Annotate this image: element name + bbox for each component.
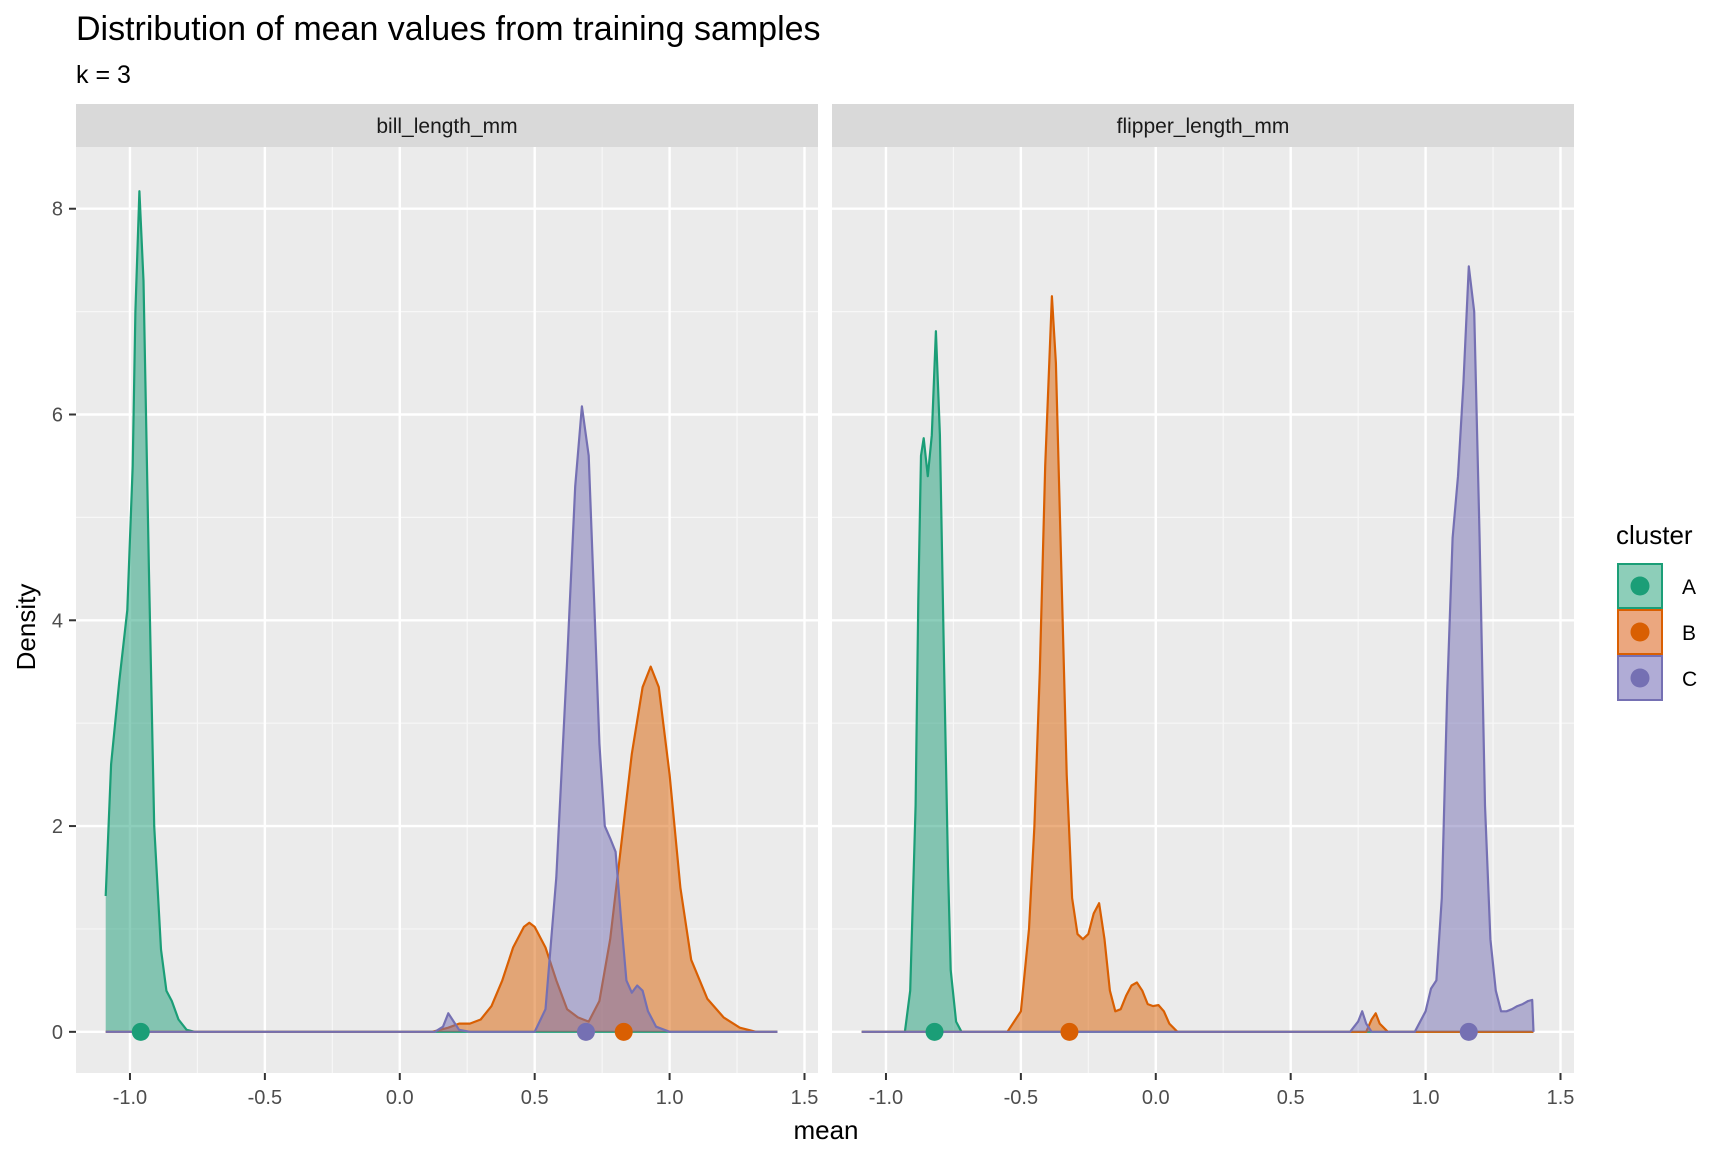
mean-point-B (614, 1022, 633, 1041)
y-tick-label: 2 (52, 816, 63, 838)
y-tick-label: 0 (52, 1022, 63, 1044)
x-tick-label: 0.5 (521, 1087, 549, 1109)
x-tick-label: 0.5 (1277, 1087, 1305, 1109)
y-tick-label: 8 (52, 199, 63, 221)
y-axis-title: Density (11, 584, 41, 671)
legend-entry-B: B (1617, 609, 1696, 655)
facet-strip-label: bill_length_mm (376, 115, 517, 138)
legend: cluster ABC (1616, 520, 1697, 701)
x-tick-label: 0.0 (386, 1087, 414, 1109)
panel-background (76, 147, 818, 1073)
legend-key-point (1630, 576, 1650, 596)
legend-label: B (1682, 622, 1696, 645)
y-tick-label: 4 (52, 610, 63, 632)
x-tick-label: 1.5 (791, 1087, 819, 1109)
density-area-B (105, 666, 778, 1032)
mean-point-A (131, 1022, 150, 1041)
legend-key-point (1630, 668, 1650, 688)
x-tick-label: -0.5 (1004, 1087, 1038, 1109)
legend-entry-C: C (1617, 655, 1697, 701)
chart-title: Distribution of mean values from trainin… (76, 10, 821, 48)
density-line-A (104, 190, 778, 1033)
legend-label: C (1682, 668, 1697, 691)
chart-subtitle: k = 3 (76, 61, 131, 89)
x-tick-label: -1.0 (113, 1087, 147, 1109)
x-tick-label: -1.0 (869, 1087, 903, 1109)
facet-panels: bill_length_mm -1.0 -0.5 0.0 0.5 1.0 1.5 0 2 4 6 8 f… (52, 104, 1574, 1109)
mean-point-B (1060, 1022, 1079, 1041)
mean-point-A (925, 1022, 944, 1041)
x-tick-label: 1.0 (656, 1087, 684, 1109)
y-tick-label: 6 (52, 405, 63, 427)
legend-entry-A: A (1617, 563, 1696, 609)
x-axis-title: mean (793, 1115, 858, 1145)
x-tick-label: -0.5 (248, 1087, 282, 1109)
facet-panel-bill_length_mm: bill_length_mm -1.0 -0.5 0.0 0.5 1.0 1.5 0 2 4 6 8 (52, 104, 819, 1109)
density-line-A (861, 330, 1534, 1033)
x-tick-label: 0.0 (1142, 1087, 1170, 1109)
density-area-C (105, 406, 778, 1032)
density-line-C (105, 405, 778, 1033)
density-line-C (861, 265, 1535, 1033)
density-area-A (861, 331, 1534, 1032)
facet-panel-flipper_length_mm: flipper_length_mm -1.0 -0.5 0.0 0.5 1.0 1.5 (832, 104, 1574, 1109)
x-tick-label: 1.0 (1412, 1087, 1440, 1109)
facet-strip (76, 104, 818, 147)
facet-strip (832, 104, 1574, 147)
legend-key-point (1630, 622, 1650, 642)
legend-title: cluster (1616, 520, 1693, 550)
x-tick-label: 1.5 (1547, 1087, 1575, 1109)
mean-point-C (576, 1022, 595, 1041)
facet-strip-label: flipper_length_mm (1117, 115, 1290, 138)
mean-point-C (1459, 1022, 1478, 1041)
legend-label: A (1682, 576, 1696, 599)
